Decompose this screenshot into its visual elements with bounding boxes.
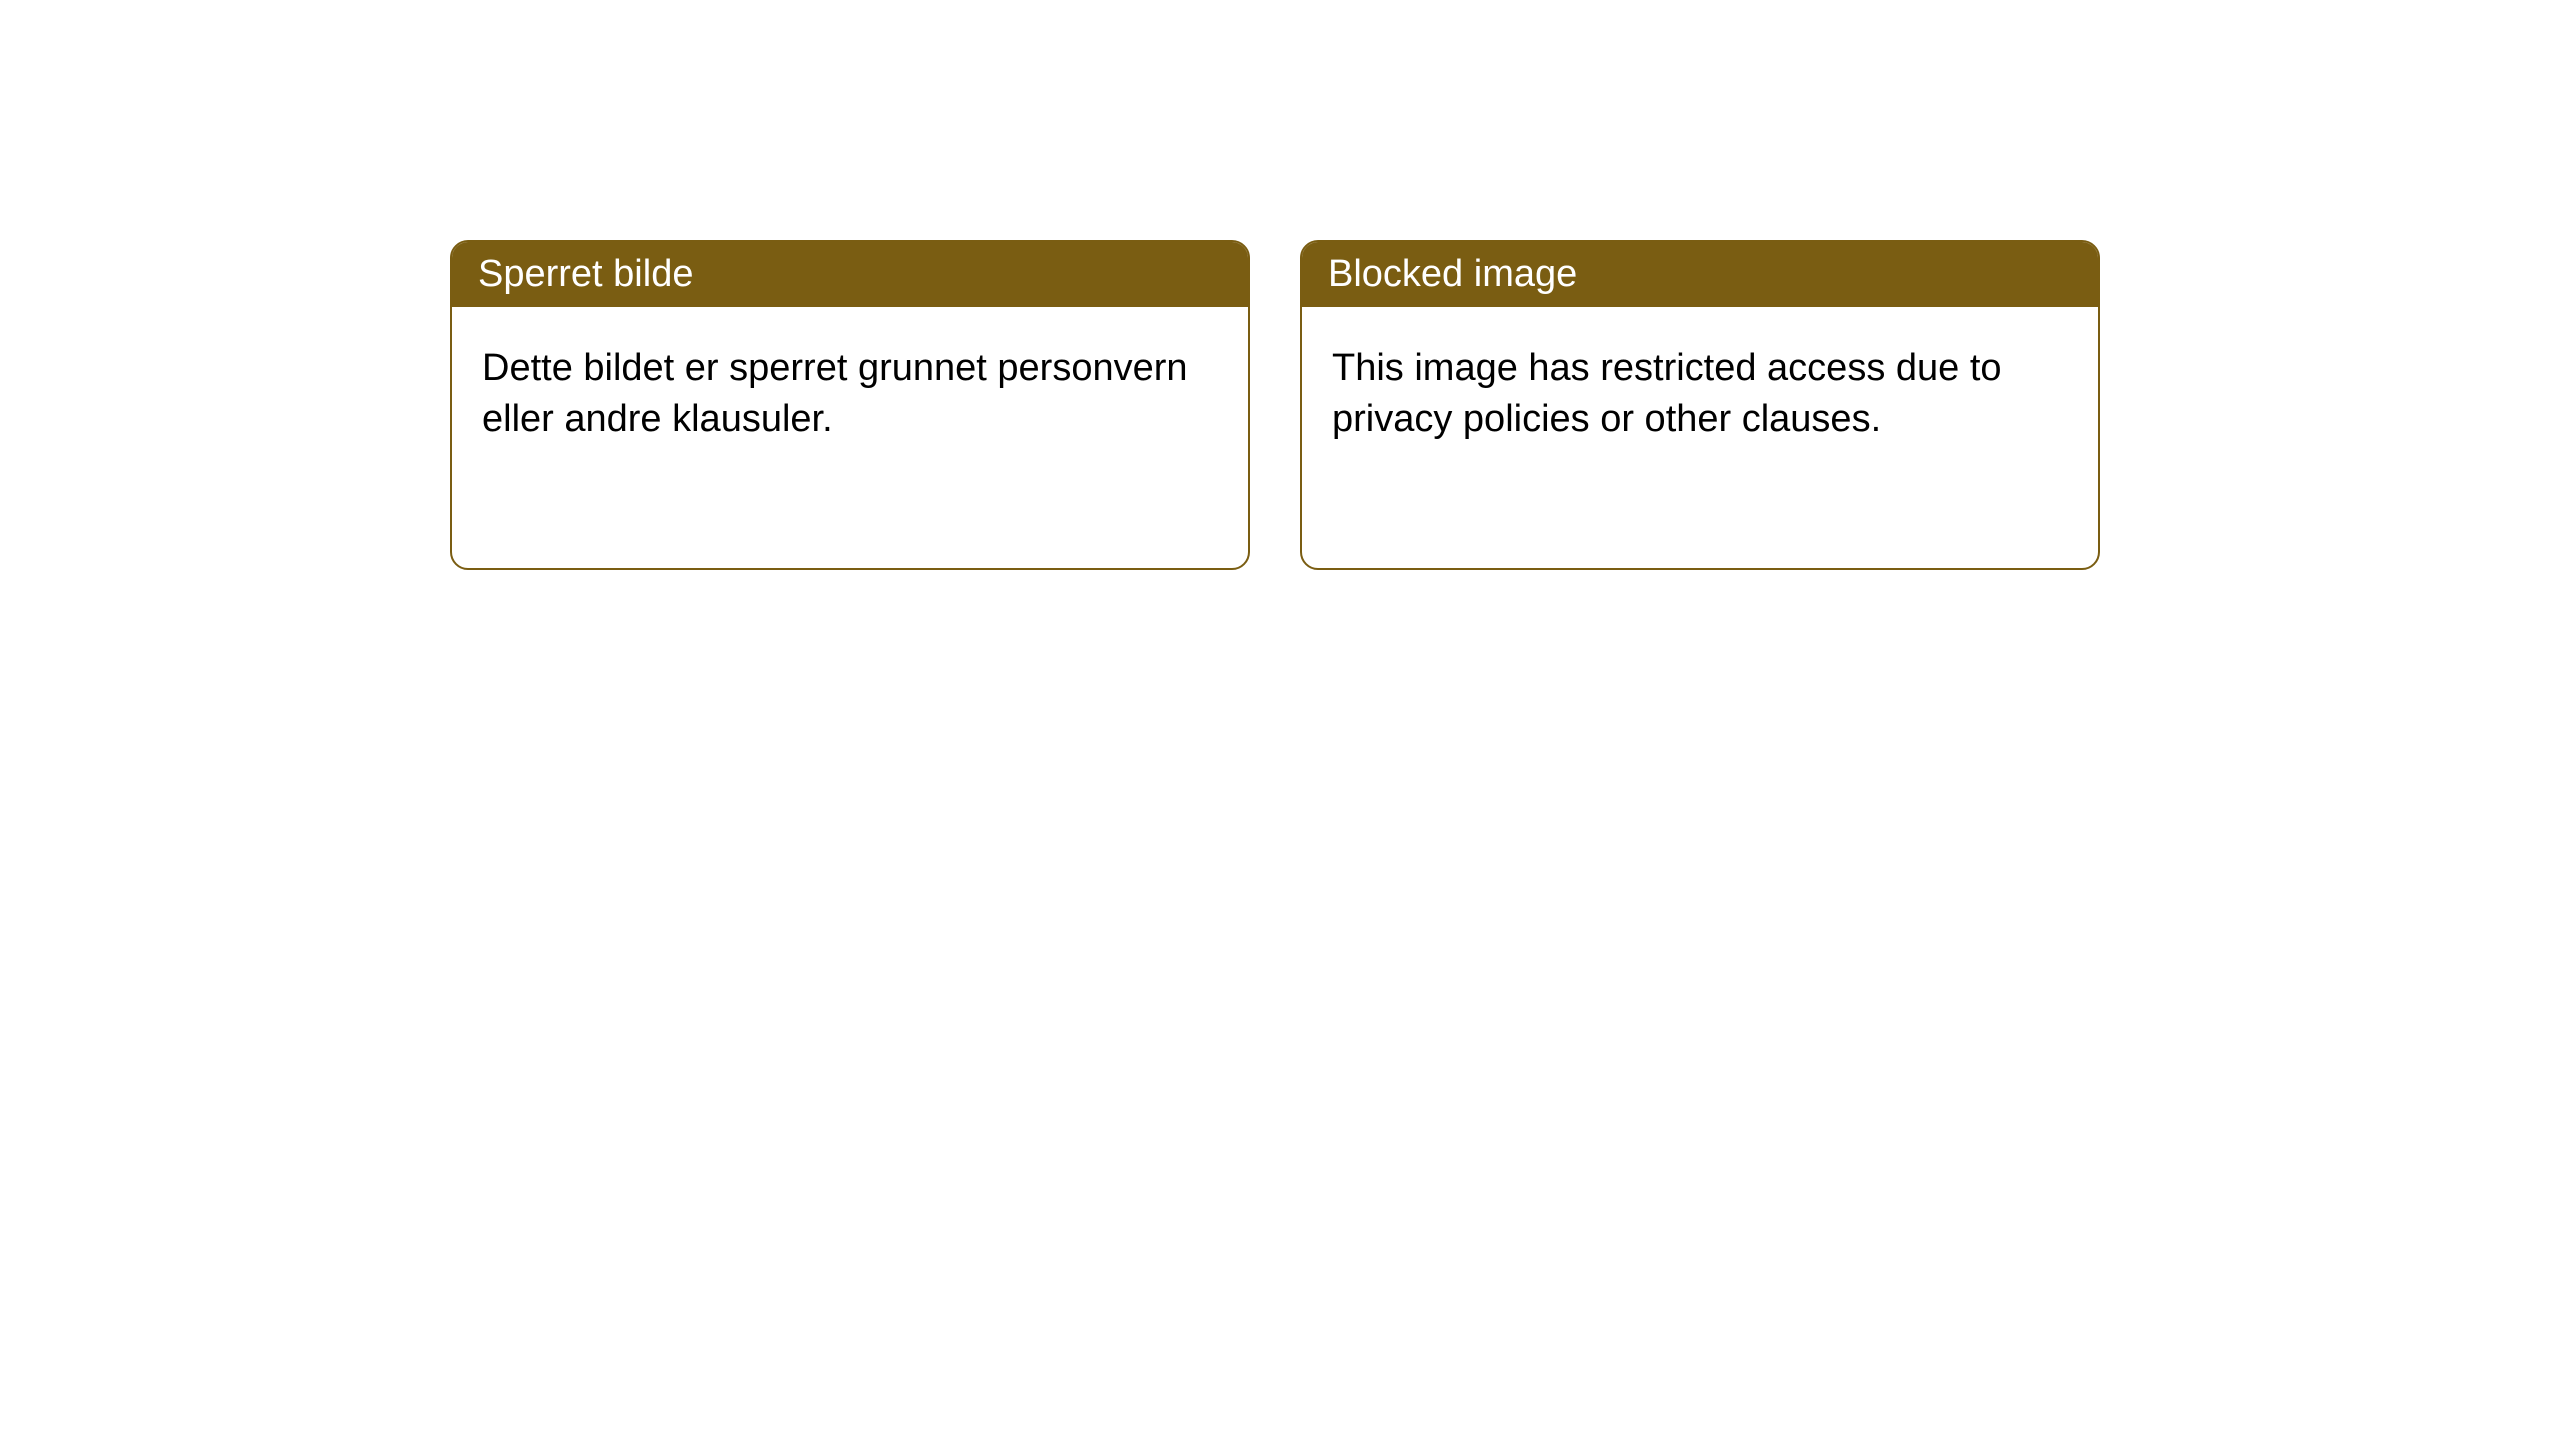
notice-container: Sperret bilde Dette bildet er sperret gr… xyxy=(0,0,2560,570)
notice-body-text: Dette bildet er sperret grunnet personve… xyxy=(482,347,1188,440)
notice-header: Sperret bilde xyxy=(452,242,1248,307)
notice-body: Dette bildet er sperret grunnet personve… xyxy=(452,307,1248,482)
notice-body-text: This image has restricted access due to … xyxy=(1332,347,2002,440)
notice-card-norwegian: Sperret bilde Dette bildet er sperret gr… xyxy=(450,240,1250,570)
notice-body: This image has restricted access due to … xyxy=(1302,307,2098,482)
notice-header: Blocked image xyxy=(1302,242,2098,307)
notice-card-english: Blocked image This image has restricted … xyxy=(1300,240,2100,570)
notice-title: Sperret bilde xyxy=(478,253,693,295)
notice-title: Blocked image xyxy=(1328,253,1577,295)
